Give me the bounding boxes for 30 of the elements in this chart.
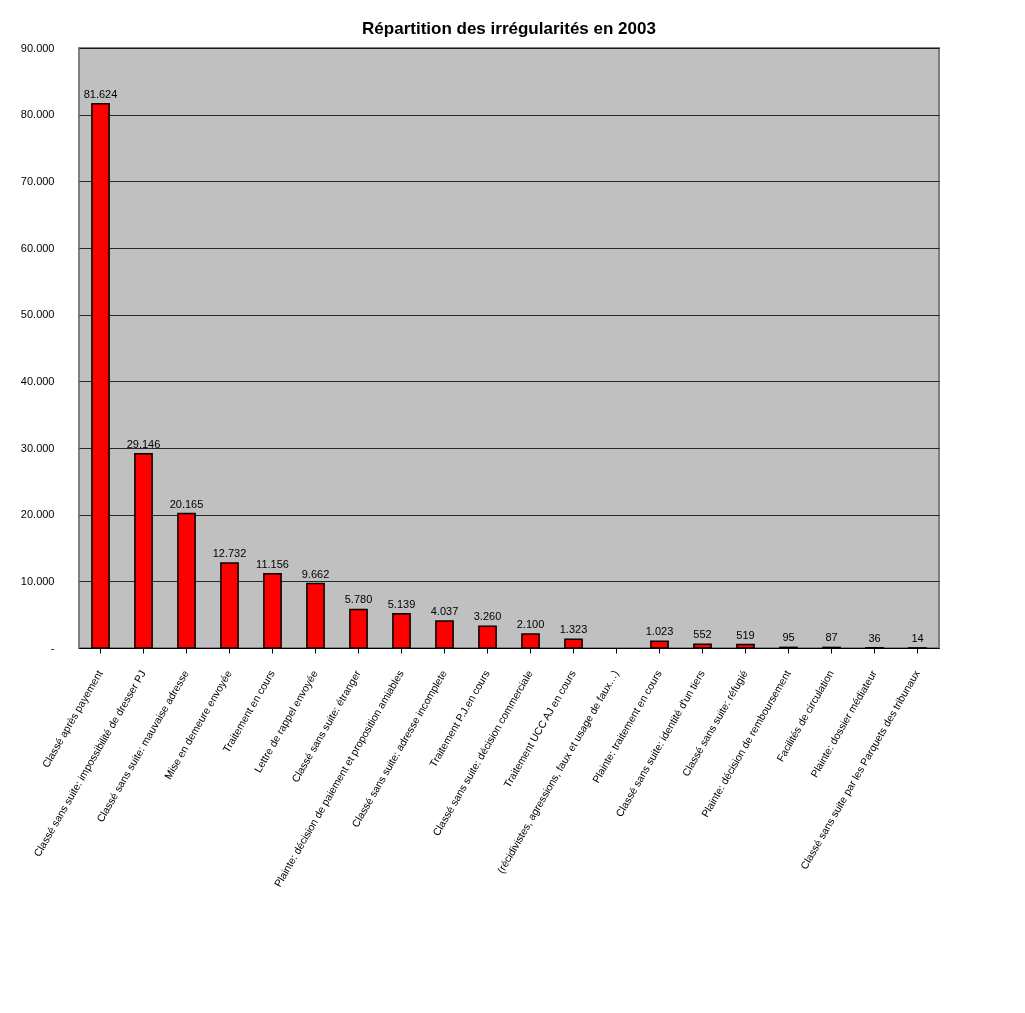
data-label: 29.146	[126, 437, 161, 450]
y-tick-label: 40.000	[20, 374, 55, 387]
data-label: 552	[693, 628, 712, 641]
data-label: 12.732	[212, 547, 247, 560]
data-label: 5.139	[387, 597, 416, 610]
chart-title: Répartition des irrégularités en 2003	[362, 19, 656, 38]
data-label: 1.023	[645, 625, 674, 638]
data-label: 4.037	[430, 605, 459, 618]
data-label: 81.624	[83, 87, 118, 100]
y-tick-label: 20.000	[20, 508, 55, 521]
data-label: 20.165	[169, 497, 204, 510]
y-tick-label: -	[50, 641, 55, 654]
y-tick-label: 10.000	[20, 574, 55, 587]
y-tick-label: 80.000	[20, 108, 55, 121]
data-label: 1.323	[559, 623, 588, 636]
data-label: 519	[736, 628, 755, 641]
data-label: 5.780	[344, 593, 373, 606]
data-label: 36	[868, 631, 881, 644]
data-label: 95	[782, 631, 795, 644]
y-tick-label: 50.000	[20, 308, 55, 321]
data-label: 14	[911, 631, 924, 644]
data-label: 9.662	[301, 567, 330, 580]
data-label: 87	[825, 631, 838, 644]
data-label: 3.260	[473, 610, 502, 623]
data-label: 11.156	[256, 557, 289, 570]
y-tick-label: 60.000	[20, 241, 55, 254]
y-tick-label: 30.000	[20, 441, 55, 454]
y-tick-label: 90.000	[20, 41, 55, 54]
data-label: 2.100	[516, 618, 545, 630]
y-tick-label: 70.000	[20, 174, 55, 187]
